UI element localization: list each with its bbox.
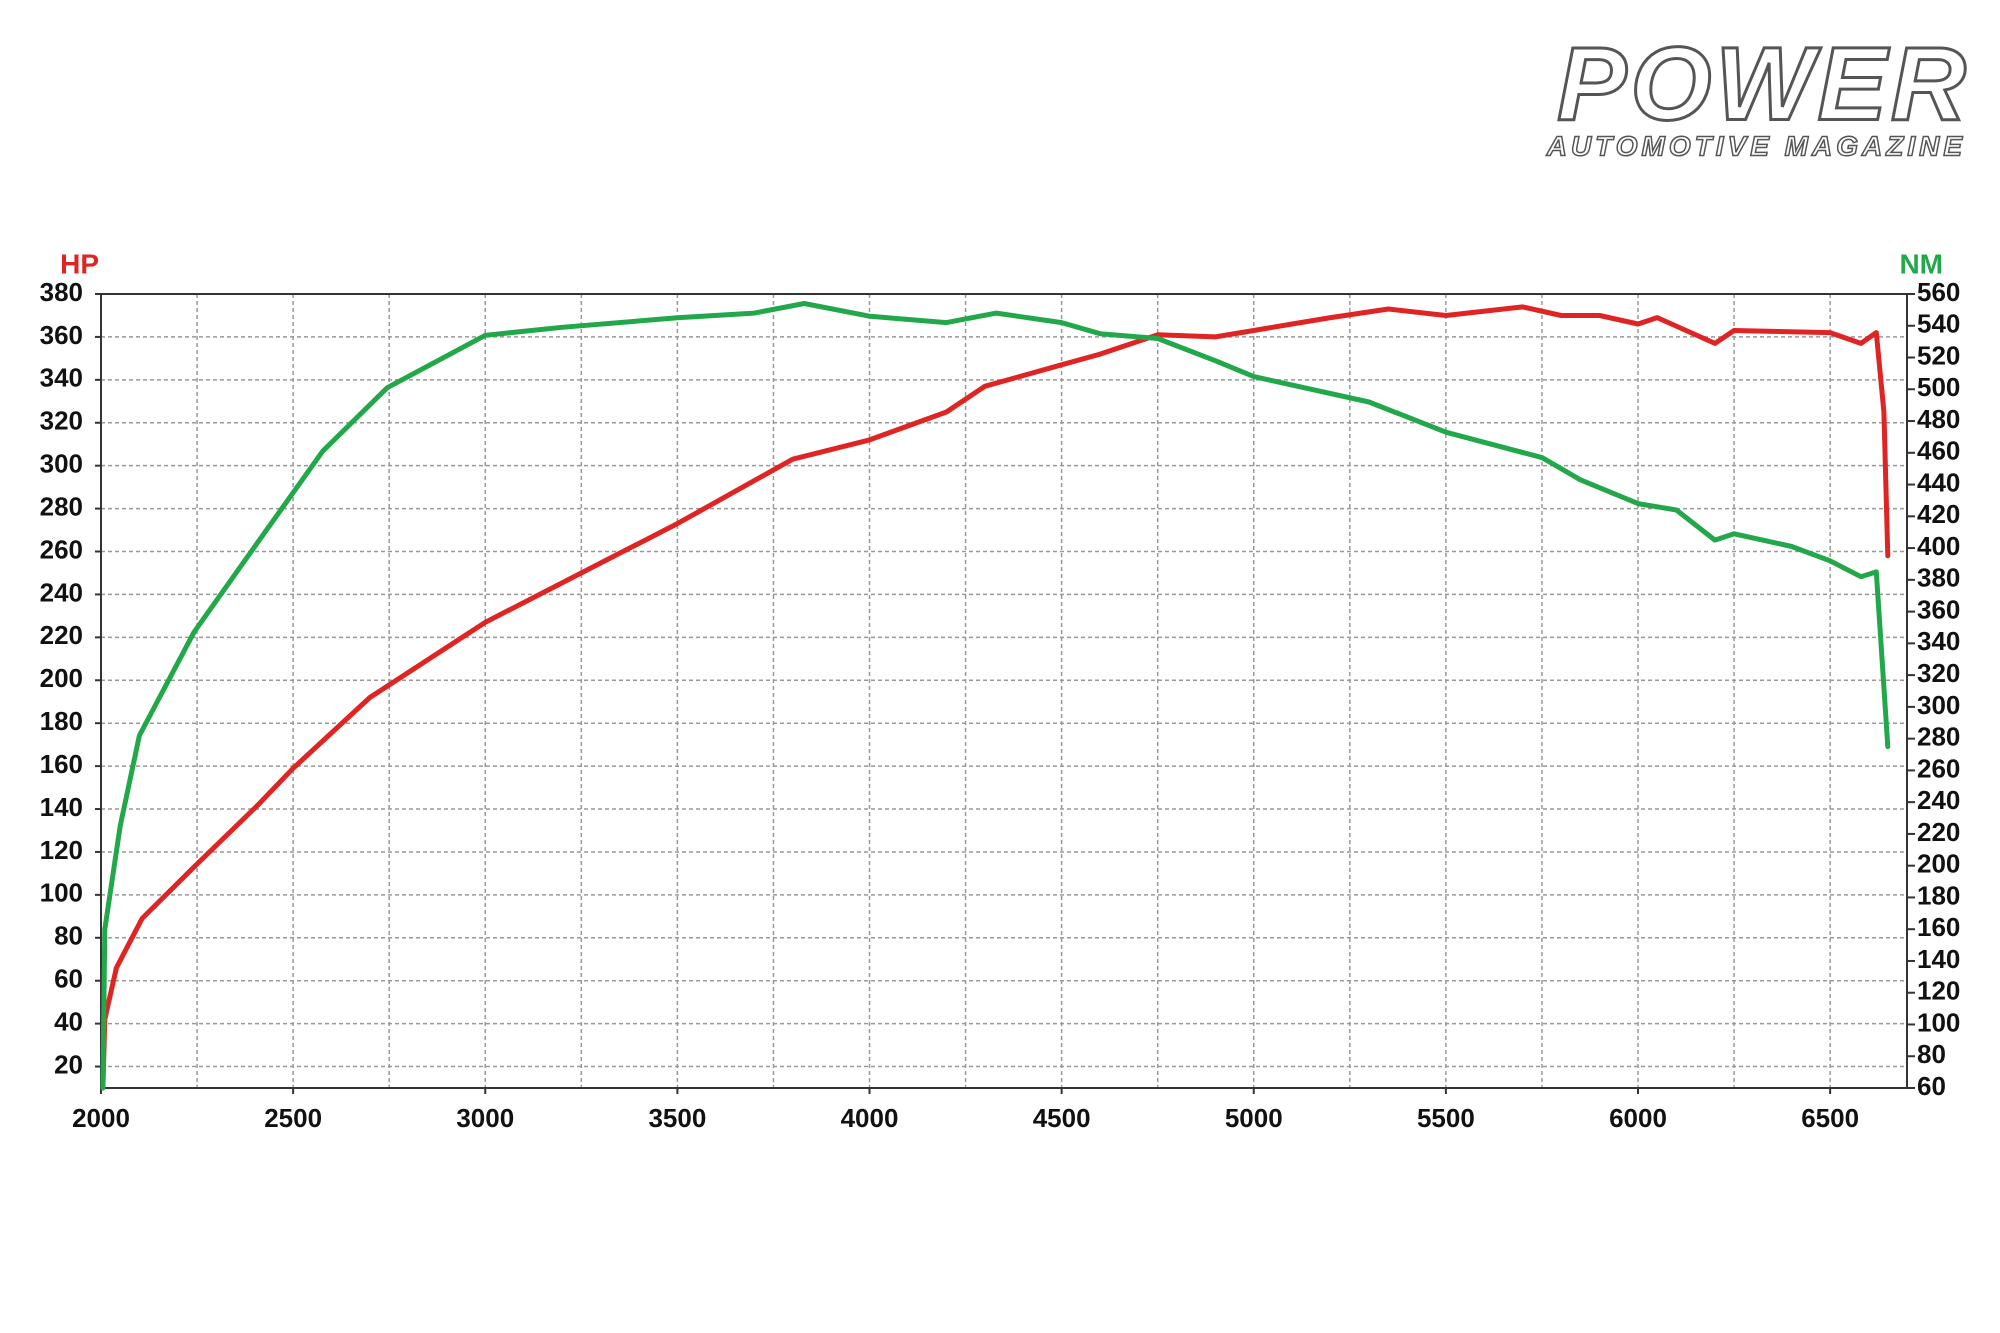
x-tick-label: 6000 <box>1609 1103 1667 1133</box>
y-tick-label: 340 <box>40 363 83 393</box>
y2-tick-label: 260 <box>1917 753 1960 783</box>
x-tick-label: 4000 <box>841 1103 899 1133</box>
y2-tick-label: 480 <box>1917 404 1960 434</box>
axis-title: NM <box>1899 248 1943 279</box>
y2-tick-label: 280 <box>1917 722 1960 752</box>
y-tick-label: 120 <box>40 835 83 865</box>
y-tick-label: 160 <box>40 749 83 779</box>
y2-tick-label: 200 <box>1917 849 1960 879</box>
y-tick-label: 240 <box>40 577 83 607</box>
axis-title: HP <box>60 248 99 279</box>
y-tick-label: 220 <box>40 620 83 650</box>
y2-tick-label: 500 <box>1917 372 1960 402</box>
x-tick-label: 2500 <box>264 1103 322 1133</box>
y2-tick-label: 340 <box>1917 626 1960 656</box>
y-tick-label: 280 <box>40 491 83 521</box>
series-line <box>100 304 1891 1091</box>
y2-tick-label: 60 <box>1917 1071 1946 1101</box>
y2-tick-label: 240 <box>1917 785 1960 815</box>
y-tick-label: 140 <box>40 792 83 822</box>
y2-tick-label: 80 <box>1917 1039 1946 1069</box>
y-tick-label: 300 <box>40 449 83 479</box>
y2-tick-label: 220 <box>1917 817 1960 847</box>
y-tick-label: 380 <box>40 277 83 307</box>
x-tick-label: 3500 <box>648 1103 706 1133</box>
logo-subtitle: AUTOMOTIVE MAGAZINE <box>1546 130 1966 161</box>
y2-tick-label: 160 <box>1917 912 1960 942</box>
logo-title: POWER <box>1557 26 1970 142</box>
y2-tick-label: 100 <box>1917 1007 1960 1037</box>
y-tick-label: 180 <box>40 706 83 736</box>
y2-tick-label: 560 <box>1917 277 1960 307</box>
plot-frame <box>100 293 1908 1089</box>
y-tick-label: 360 <box>40 320 83 350</box>
y2-tick-label: 440 <box>1917 467 1960 497</box>
x-tick-label: 5000 <box>1225 1103 1283 1133</box>
y-tick-label: 100 <box>40 878 83 908</box>
y2-tick-label: 120 <box>1917 976 1960 1006</box>
x-tick-label: 5500 <box>1417 1103 1475 1133</box>
y-tick-label: 320 <box>40 406 83 436</box>
y2-tick-label: 540 <box>1917 309 1960 339</box>
y2-tick-label: 360 <box>1917 594 1960 624</box>
y2-tick-label: 400 <box>1917 531 1960 561</box>
y2-tick-label: 300 <box>1917 690 1960 720</box>
y2-tick-label: 140 <box>1917 944 1960 974</box>
y2-tick-label: 420 <box>1917 499 1960 529</box>
x-tick-label: 2000 <box>72 1103 130 1133</box>
y2-tick-label: 460 <box>1917 436 1960 466</box>
y-tick-label: 200 <box>40 663 83 693</box>
x-tick-label: 6500 <box>1801 1103 1859 1133</box>
y-tick-label: 260 <box>40 534 83 564</box>
y-tick-label: 80 <box>54 921 83 951</box>
y2-tick-label: 520 <box>1917 340 1960 370</box>
y2-tick-label: 180 <box>1917 880 1960 910</box>
y-tick-label: 20 <box>54 1049 83 1079</box>
x-tick-label: 4500 <box>1033 1103 1091 1133</box>
y-tick-label: 40 <box>54 1006 83 1036</box>
series-line <box>100 301 1891 1091</box>
y2-tick-label: 320 <box>1917 658 1960 688</box>
y-tick-label: 60 <box>54 964 83 994</box>
y2-tick-label: 380 <box>1917 563 1960 593</box>
x-tick-label: 3000 <box>456 1103 514 1133</box>
